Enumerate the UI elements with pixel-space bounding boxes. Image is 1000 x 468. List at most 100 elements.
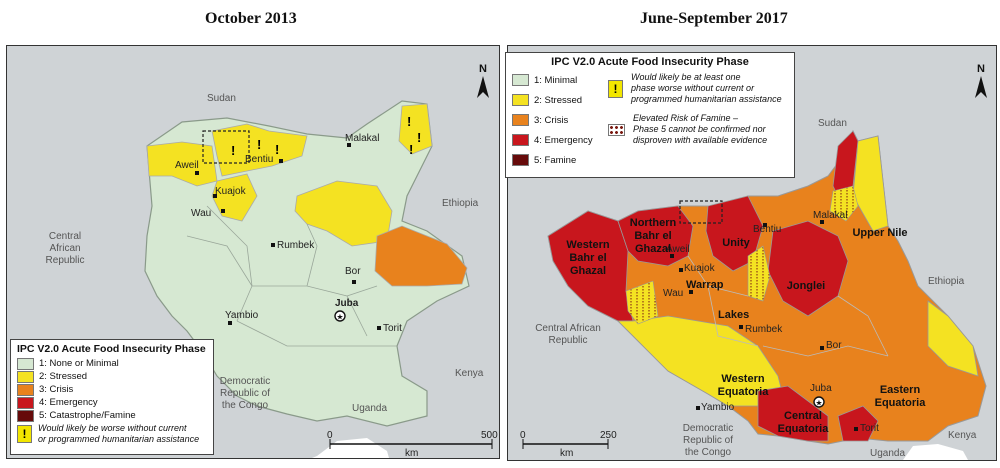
county-boundaries [186, 205, 397, 347]
label-kenya: Kenya [455, 368, 484, 379]
label-wau: Wau [191, 208, 211, 219]
region-stressed-nbg [146, 141, 218, 187]
swatch-minimal [17, 357, 34, 370]
legend-title: IPC V2.0 Acute Food Insecurity Phase [551, 56, 749, 68]
lake-victoria [312, 438, 389, 458]
label-bor: Bor [345, 266, 361, 277]
label-juba: Juba [335, 298, 359, 309]
state-label-ceq-2: Equatoria [778, 423, 830, 435]
legend-label-3: 3: Crisis [39, 384, 74, 395]
juba-capital-marker: ★ [813, 396, 825, 408]
state-label-wbg-1: Western [566, 239, 609, 251]
svg-text:★: ★ [815, 399, 822, 408]
state-label-nbg-2: Bahr el [634, 230, 671, 242]
state-label-nbg-3: Ghazal [635, 243, 671, 255]
legend-row-3: 3: Crisis [17, 383, 207, 396]
legend-row-1: 1: Minimal [512, 70, 604, 90]
label-aweil: Aweil [666, 244, 690, 255]
swatch-crisis [512, 114, 529, 126]
legend-row-4: 4: Emergency [512, 130, 604, 150]
state-label-upper-nile: Upper Nile [852, 227, 907, 239]
state-label-nbg-1: Northern [630, 217, 677, 229]
label-sudan: Sudan [207, 93, 236, 104]
scale-start: 0 [327, 430, 333, 441]
scale-unit: km [560, 448, 573, 459]
svg-text:!: ! [409, 142, 413, 157]
state-label-wbg-2: Bahr el [569, 252, 606, 264]
label-yambio: Yambio [701, 402, 735, 413]
svg-text:!: ! [407, 114, 411, 129]
famine-risk-pattern-icon [608, 123, 625, 136]
label-bentiu: Bentiu [245, 154, 273, 165]
legend-row-4: 4: Emergency [17, 396, 207, 409]
svg-text:!: ! [231, 143, 235, 158]
legend-label-4: 4: Emergency [39, 397, 98, 408]
left-panel-title: October 2013 [205, 10, 297, 27]
legend-note-row: ! Would likely be worse without current o… [17, 422, 207, 446]
juba-capital-marker: ★ [334, 310, 346, 322]
legend-title: IPC V2.0 Acute Food Insecurity Phase [17, 343, 206, 355]
region-dotted-outline [202, 130, 250, 164]
legend-label-3: 3: Crisis [534, 114, 569, 126]
label-car-1: Central African [535, 323, 601, 334]
legend-note-assistance: ! Would likely be at least one phase wors… [608, 72, 788, 105]
swatch-emergency [512, 134, 529, 146]
label-drc-2: Republic of [220, 388, 270, 399]
legend-label-1: 1: Minimal [534, 74, 578, 86]
swatch-stressed [17, 370, 34, 383]
map-right-svg: ★ Sudan Malakal Bentiu Aweil Kuajok Wau … [520, 63, 987, 460]
svg-text:!: ! [257, 137, 261, 152]
legend-row-2: 2: Stressed [512, 90, 604, 110]
state-label-weq-1: Western [721, 373, 764, 385]
label-juba: Juba [810, 383, 832, 394]
svg-text:!: ! [417, 130, 421, 145]
scale-bar: 0 500 km [327, 430, 498, 458]
scale-unit: km [405, 448, 418, 458]
region-east-stressed [927, 300, 979, 377]
legend-notes: ! Would likely be at least one phase wors… [604, 70, 788, 170]
scale-end: 250 [600, 430, 617, 441]
label-uganda: Uganda [870, 448, 905, 459]
label-rumbek: Rumbek [277, 240, 315, 251]
label-car-3: Republic [46, 255, 85, 266]
legend-phase-list: 1: Minimal 2: Stressed 3: Crisis 4: Emer… [512, 70, 604, 170]
town-markers [670, 220, 858, 431]
state-label-wbg-3: Ghazal [570, 265, 606, 277]
state-label-weq-2: Equatoria [718, 386, 770, 398]
region-stressed-uppernile [398, 103, 433, 155]
exclamation-icon: ! [608, 79, 623, 98]
label-drc-1: Democratic [683, 423, 734, 434]
label-kenya: Kenya [948, 430, 977, 441]
region-central-equatoria-emergency [757, 385, 829, 442]
legend-right: IPC V2.0 Acute Food Insecurity Phase 1: … [505, 52, 795, 178]
swatch-minimal [512, 74, 529, 86]
swatch-famine [17, 409, 34, 422]
label-torit: Torit [860, 423, 879, 434]
label-bentiu: Bentiu [753, 224, 781, 235]
label-car-1: Central [49, 231, 81, 242]
state-label-warrap: Warrap [686, 279, 724, 291]
legend-label-2: 2: Stressed [39, 371, 88, 382]
swatch-crisis [17, 383, 34, 396]
lake-victoria [903, 444, 968, 460]
label-bor: Bor [826, 340, 842, 351]
legend-label-4: 4: Emergency [534, 134, 593, 146]
legend-row-5: 5: Famine [512, 150, 604, 170]
region-crisis-pibor [374, 225, 468, 287]
legend-note-famine-risk: Elevated Risk of Famine – Phase 5 cannot … [608, 113, 788, 146]
legend-label-2: 2: Stressed [534, 94, 583, 106]
state-label-eeq-2: Equatoria [875, 397, 927, 409]
north-arrow: N [975, 63, 987, 98]
legend-label-5: 5: Famine [534, 154, 577, 166]
label-uganda: Uganda [352, 403, 387, 414]
state-unity [705, 195, 764, 272]
legend-grid: 1: Minimal 2: Stressed 3: Crisis 4: Emer… [512, 70, 788, 170]
label-car-2: African [49, 243, 80, 254]
region-dotted-outline [679, 200, 723, 224]
label-sudan: Sudan [818, 118, 847, 129]
label-malakal: Malakal [345, 133, 379, 144]
region-stressed-jonglei [294, 180, 393, 247]
state-label-jonglei: Jonglei [787, 280, 826, 292]
state-label-lakes: Lakes [718, 309, 749, 321]
legend-row-5: 5: Catastrophe/Famine [17, 409, 207, 422]
